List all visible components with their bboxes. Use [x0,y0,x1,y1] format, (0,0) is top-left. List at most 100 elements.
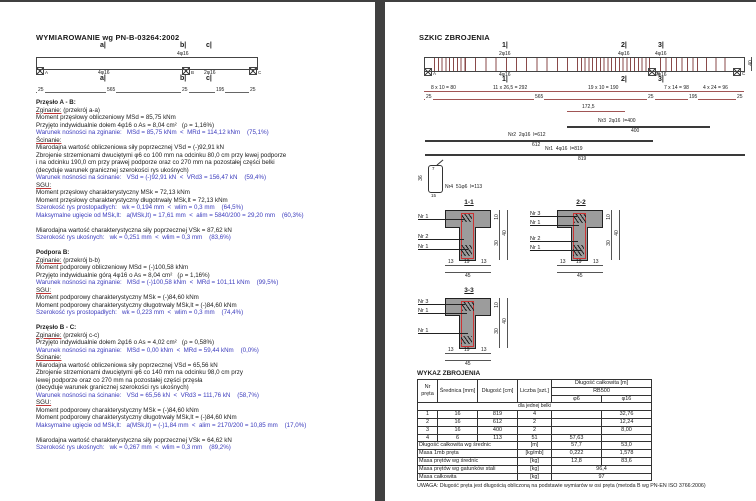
cross-section-1-1: 1-1 Nr 1 Nr 2 Nr 1 13 19 13 45 10 30 40 [417,198,521,282]
total-dim-line [557,272,603,273]
doc-line-keyword: SGU: [36,399,52,406]
right-dim-outer [619,210,620,260]
callout: Nr 1 [418,214,465,220]
bottom-bar-label-2: 2φ16 [204,70,216,76]
doc-line-text: Moment podporowy charakterystyczny MSk =… [36,294,199,301]
doc-line-keyword: Ścinanie: [36,136,62,144]
calculation-text: Przęsło A - B: Zginanie: (przekrój a-a) … [36,99,371,452]
callout: Nr 3 [418,299,465,305]
stirrup-label: Nr4 51φ6 l=113 [445,184,483,190]
doc-line-text: Miarodajna wartość obliczeniowa siły pop… [36,144,224,151]
callout: Nr 1 [418,244,468,250]
stirrup-dim-bottom: 15 [431,193,437,198]
stirrup-zone-1 [434,58,465,71]
span-dim-4: 195 [688,93,699,100]
callout-label: Nr 1 [418,307,429,314]
right-dim-inner [611,210,612,260]
dim-13b: 13 [481,259,487,265]
total-dim-line [445,360,491,361]
stirrup-zone-2 [465,58,577,71]
spacing-dim-3: 19 x 10 = 190 [587,85,620,91]
dim-13a: 13 [560,259,566,265]
doc-line: Warunek nośności na zginanie: MSd = (-)1… [36,279,371,287]
callout: Nr 1 [418,308,467,314]
summary-unit: [kg] [517,456,552,466]
table-row: 2 16 612 2 12,24 [417,417,652,427]
dim-25b: 25 [181,87,189,93]
doc-line: Ścinanie: [36,137,371,145]
top-label-1: 2φ16 [499,51,511,57]
doc-line: Przyjęto indywidualnie górą 4φ16 o As = … [36,272,371,280]
cell-length: 612 [477,417,518,427]
top-bars-hatch [574,214,586,223]
doc-line-text: Szerokość rys prostopadłych: wk = 0,223 … [36,309,244,316]
cell-count: 4 [517,410,552,419]
cut-mark-3b: 3| [658,76,664,83]
doc-line-text: Podpora B: [36,249,70,256]
col-header-phi16: φ16 [601,394,652,404]
callout-label: Nr 1 [530,219,541,226]
doc-line: SGU: [36,399,371,407]
spacing-dim-1: 8 x 10 = 80 [430,85,457,91]
doc-line-text: Szerokość rys ukośnych: wk = 0,267 mm < … [36,444,231,451]
stirrup-zone-5 [697,58,733,71]
summary-row: Masa całkowita [kg] 97 [417,472,652,482]
doc-line-keyword: SGU: [36,286,52,294]
stirrup-shape [428,165,443,193]
cut-mark-1b: 1| [502,76,508,83]
cell-count: 2 [517,417,552,427]
section-stirrup [461,301,474,347]
doc-line-text: Warunek nośności na zginanie: MSd = 85,7… [36,129,269,136]
height-dim-line [751,57,752,71]
summary-phi16: 1,578 [601,449,652,458]
doc-line-text: Szerokość rys ukośnych: wk = 0,251 mm < … [36,234,231,241]
doc-line-text: (decyduje warunek granicznej szerokości … [36,384,189,391]
dim-13b: 13 [593,259,599,265]
span-dim-2: 565 [534,93,545,100]
bar-nr2-dim: 612 [532,142,541,148]
bar-nr2-line [425,140,653,142]
doc-line [36,242,371,250]
section-mark-a2: a| [100,75,106,82]
total-dim-line [445,272,491,273]
height-dim: 40 [747,60,754,66]
top-label-2: 4φ16 [618,51,630,57]
callout-label: Nr 3 [530,210,541,217]
dim-10: 10 [493,214,500,220]
cell-phi16 [601,433,652,443]
stirrup-zone-3 [577,58,650,71]
bottom-label-1: 4φ16 [499,72,511,78]
support-c: C [249,67,261,75]
top-bar-label: 4φ16 [177,51,189,57]
top-label-3: 4φ16 [655,51,667,57]
doc-line: lewej podporze oraz co 270 mm na pozosta… [36,377,371,385]
dim-13b: 13 [481,347,487,353]
dim-40: 40 [501,318,508,324]
doc-line: SGU: [36,182,371,190]
summary-label: Masa 1mb pręta [417,449,518,458]
summary-phi6: 57,7 [551,441,602,451]
doc-line: Maksymalne ugięcie od MSk,lt: a(MSk,lt) … [36,212,371,220]
spacing-dim-line [424,91,744,92]
table-summary: Długość całkowita wg średnic [m] 57,7 53… [417,441,652,482]
doc-line: Moment podporowy charakterystyczny MSk =… [36,294,371,302]
summary-unit: [kg/mb] [517,449,552,458]
doc-line-text: Moment podporowy obliczeniowy MSd = (-)1… [36,264,189,271]
doc-line: Szerokość rys prostopadłych: wk = 0,223 … [36,309,371,317]
doc-line-text: Miarodajna wartość obliczeniowa siły pop… [36,361,218,369]
summary-label: Masa prętów wg gatunków stali [417,464,518,474]
width-dim-line [445,353,491,354]
cell-phi6 [551,425,602,435]
doc-line: Przyjęto indywidualnie dołem 2φ16 o As =… [36,339,371,347]
cut-mark-2b: 2| [621,76,627,83]
table-row: 1 16 819 4 32,76 [417,410,652,419]
col-header-total: Długość całkowita [m] [551,379,652,388]
col-header-nr: Nr pręta [417,378,438,404]
width-dim-line [445,265,491,266]
cell-nr: 3 [417,425,438,435]
doc-line: Miarodajna wartość charakterystyczna sił… [36,227,371,235]
right-dim-inner [499,298,500,348]
dim-10: 10 [493,302,500,308]
doc-line-text: Moment podporowy charakterystyczny długo… [36,301,237,309]
